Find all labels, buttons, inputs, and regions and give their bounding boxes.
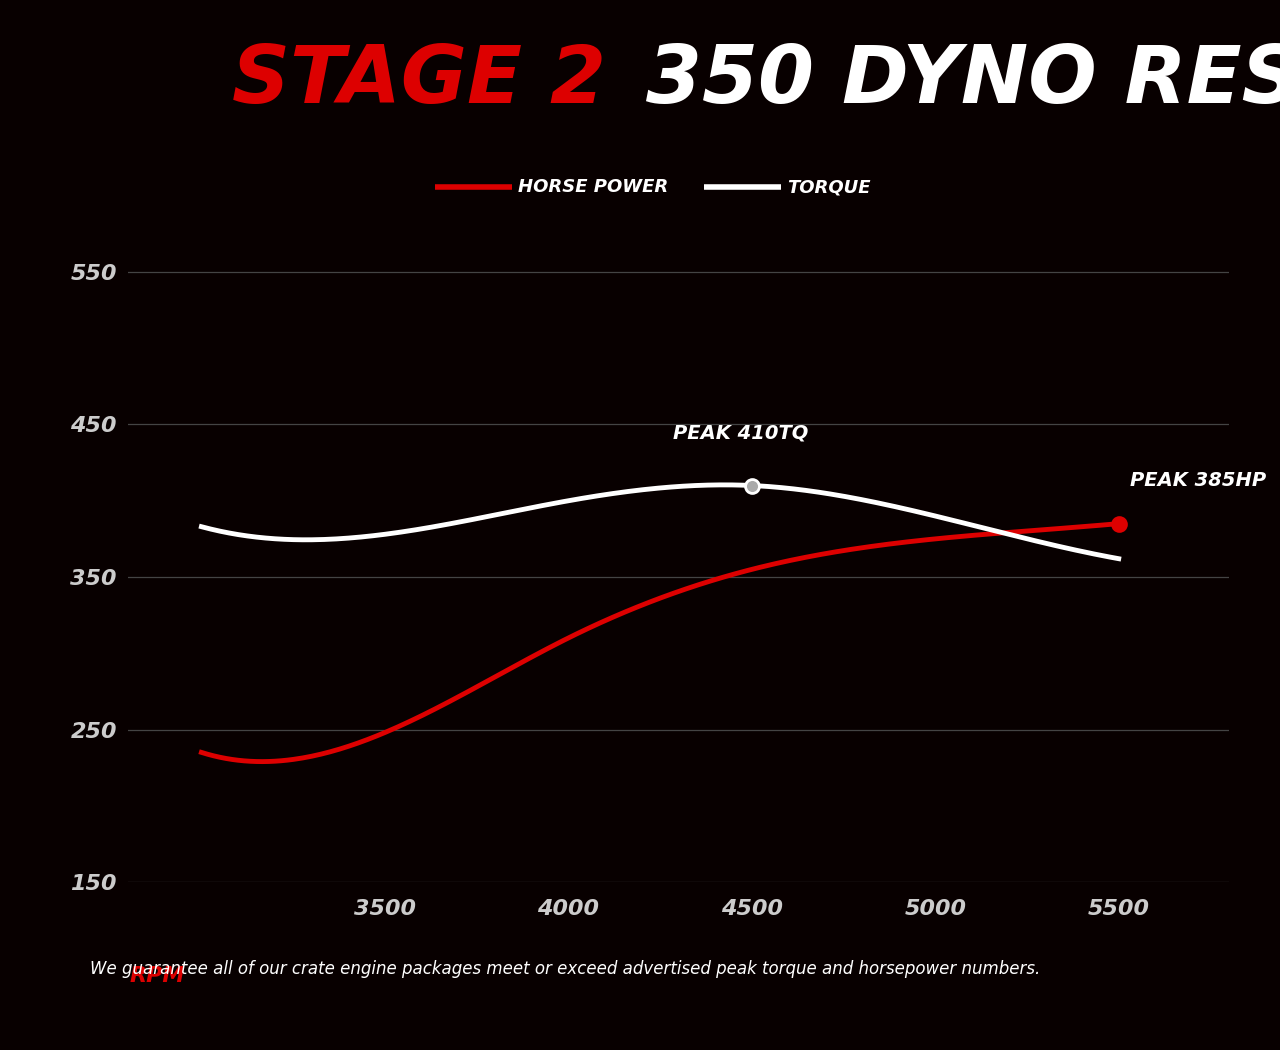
Text: TORQUE: TORQUE [787, 178, 870, 196]
Text: PEAK 410TQ: PEAK 410TQ [673, 424, 809, 443]
Text: RPM: RPM [129, 966, 186, 986]
Text: PEAK 385HP: PEAK 385HP [1130, 471, 1266, 490]
Text: 350 DYNO RESULTS: 350 DYNO RESULTS [646, 42, 1280, 121]
Text: We guarantee all of our crate engine packages meet or exceed advertised peak tor: We guarantee all of our crate engine pac… [90, 960, 1039, 979]
Text: STAGE 2: STAGE 2 [232, 42, 634, 121]
Text: HORSE POWER: HORSE POWER [518, 178, 668, 196]
